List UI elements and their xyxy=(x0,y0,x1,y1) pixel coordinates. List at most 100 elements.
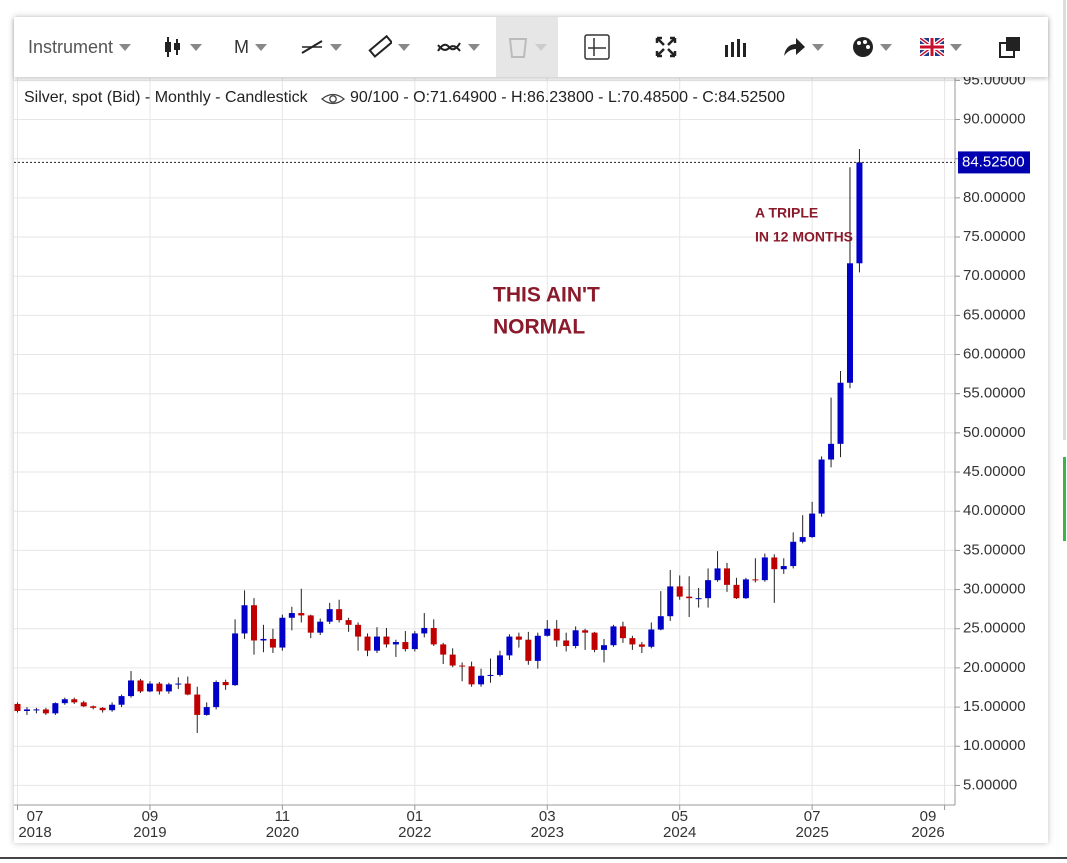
indicator-button[interactable] xyxy=(436,17,480,77)
instrument-button[interactable]: Instrument xyxy=(28,17,132,77)
candle-body xyxy=(496,655,503,675)
legend-stats: 90/100 - O:71.64900 - H:86.23800 - L:70.… xyxy=(350,89,785,106)
y-tick-label: 5.00000 xyxy=(963,776,1017,793)
x-tick-label: 2022 xyxy=(398,824,431,841)
candle-body xyxy=(165,684,172,692)
caret xyxy=(398,43,410,51)
y-tick-label: 65.00000 xyxy=(963,306,1026,323)
ruler-button[interactable] xyxy=(368,17,410,77)
ruler-icon xyxy=(368,35,392,58)
candle-body xyxy=(109,704,116,711)
candle-body xyxy=(780,566,787,570)
fullscreen-icon xyxy=(655,36,677,58)
candle-body xyxy=(553,628,560,641)
candle-icon xyxy=(165,37,180,57)
chart-type-button[interactable] xyxy=(162,17,202,77)
candle-body xyxy=(648,629,655,647)
candle-body xyxy=(544,628,551,636)
y-tick-label: 80.00000 xyxy=(963,189,1026,206)
candle-body xyxy=(771,557,778,570)
candle-body xyxy=(534,635,541,661)
candle-body xyxy=(601,645,608,650)
candle-body xyxy=(525,639,532,661)
candle-body xyxy=(714,568,721,581)
popout-icon xyxy=(999,37,1020,58)
line-tool-button[interactable] xyxy=(300,17,342,77)
y-tick-label: 70.00000 xyxy=(963,267,1026,284)
x-tick-label: 2023 xyxy=(531,824,564,841)
candle-body xyxy=(269,638,276,648)
candle-body xyxy=(686,596,693,599)
candle-body xyxy=(383,636,390,645)
caret xyxy=(535,43,547,51)
y-tick-label: 20.00000 xyxy=(963,659,1026,676)
delete-button[interactable] xyxy=(496,17,558,77)
candle-body xyxy=(563,640,570,646)
caret xyxy=(330,43,342,51)
x-tick-label: 05 xyxy=(671,808,688,825)
volume-button[interactable] xyxy=(724,17,746,77)
candle-body xyxy=(837,382,844,444)
toolbar: Instrument M xyxy=(14,17,1048,77)
annotation-line: THIS AIN'T xyxy=(493,284,600,307)
candle-body xyxy=(42,709,49,714)
candle-body xyxy=(846,263,853,383)
candle-body xyxy=(137,680,144,692)
y-tick-label: 60.00000 xyxy=(963,346,1026,363)
annotation: A TRIPLE IN 12 MONTHS xyxy=(755,205,853,245)
candle-body xyxy=(52,703,59,714)
candle-body xyxy=(317,621,324,633)
x-tick-label: 09 xyxy=(920,808,937,825)
candle-body xyxy=(667,586,674,617)
theme-button[interactable] xyxy=(852,17,892,77)
crosshair-button[interactable] xyxy=(584,17,610,77)
x-tick-label: 2026 xyxy=(911,824,944,841)
candle-body xyxy=(695,598,702,600)
candle-body xyxy=(487,674,494,676)
share-button[interactable] xyxy=(782,17,824,77)
x-tick-label: 2024 xyxy=(663,824,696,841)
candle-body xyxy=(411,633,418,650)
candle-body xyxy=(676,586,683,597)
x-tick-label: 2018 xyxy=(18,824,51,841)
y-tick-label: 45.00000 xyxy=(963,463,1026,480)
candle-body xyxy=(478,675,485,685)
candle-body xyxy=(572,630,579,646)
candle-body xyxy=(392,642,399,645)
caret xyxy=(190,43,202,51)
candle-body xyxy=(241,605,248,634)
candle-body xyxy=(232,633,239,686)
candle-body xyxy=(213,682,220,708)
candle-body xyxy=(515,636,522,640)
candle-body xyxy=(752,579,759,581)
annotation-line: A TRIPLE xyxy=(755,205,818,221)
candle-body xyxy=(449,654,456,666)
line-icon xyxy=(301,40,323,54)
candle-body xyxy=(326,609,333,622)
annotation: THIS AIN'T NORMAL xyxy=(493,284,600,339)
y-tick-label: 15.00000 xyxy=(963,698,1026,715)
candle-body xyxy=(761,557,768,581)
candle-body xyxy=(440,644,447,655)
candle-body xyxy=(373,636,380,651)
candle-body xyxy=(156,683,163,692)
candle-body xyxy=(459,665,466,667)
candle-body xyxy=(14,703,21,711)
caret xyxy=(255,43,267,51)
scroll-thumb[interactable] xyxy=(1063,457,1066,541)
last-price-label: 84.52500 xyxy=(962,153,1025,170)
period-button[interactable]: M xyxy=(234,17,267,77)
candle-body xyxy=(194,694,201,715)
candle-body xyxy=(61,699,68,704)
candle-body xyxy=(118,696,125,705)
y-tick-label: 35.00000 xyxy=(963,541,1026,558)
candle-body xyxy=(742,579,749,599)
candle-body xyxy=(610,626,617,646)
candle-body xyxy=(90,706,97,708)
y-tick-label: 50.00000 xyxy=(963,424,1026,441)
candle-body xyxy=(336,609,343,621)
popout-button[interactable] xyxy=(999,17,1021,77)
language-button[interactable] xyxy=(920,17,962,77)
fullscreen-button[interactable] xyxy=(655,17,677,77)
